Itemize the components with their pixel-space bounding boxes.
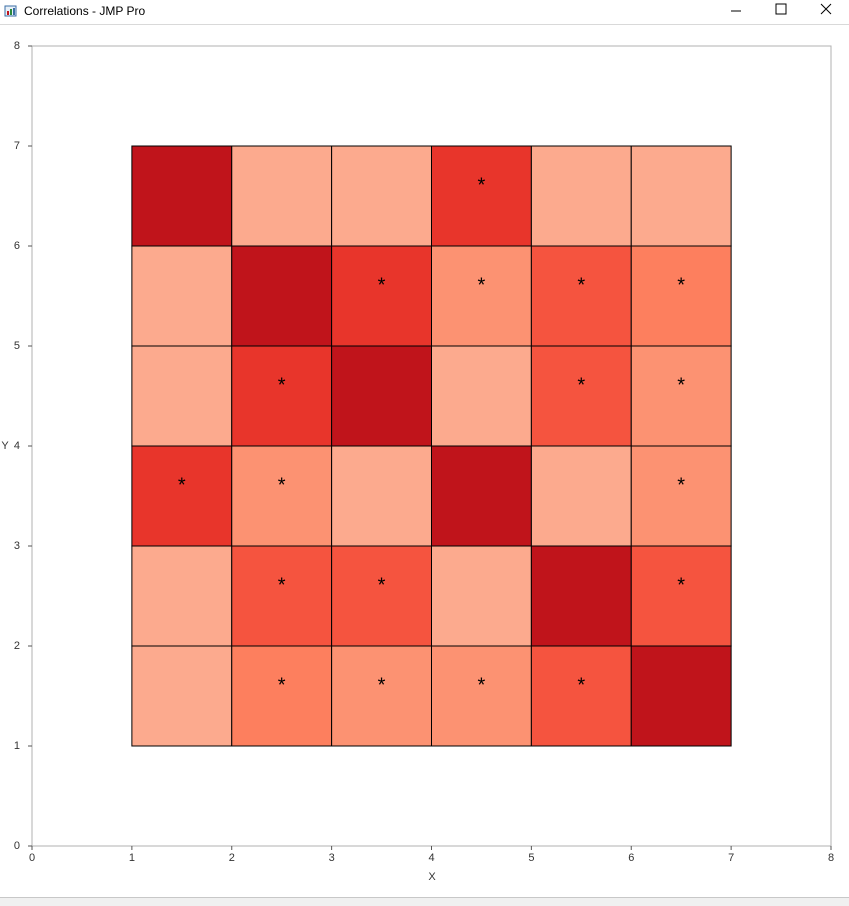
heatmap-cell (331, 145, 432, 247)
heatmap-cell (530, 445, 632, 547)
heatmap-cell (231, 345, 333, 447)
heatmap-cell (431, 645, 532, 747)
status-bar (0, 897, 849, 906)
heatmap-cell (630, 545, 732, 647)
significance-star: * (378, 674, 386, 696)
y-tick-label: 2 (14, 640, 20, 652)
heatmap-cell (530, 245, 632, 347)
window-title: Correlations - JMP Pro (24, 4, 146, 18)
x-tick-label: 2 (229, 852, 235, 864)
significance-star: * (577, 374, 585, 396)
chart: X Y 0 1 2 3 4 5 6 7 8 0 1 2 3 4 5 6 7 8 * * * * * * * * * * * * * * * * * * (1, 40, 834, 883)
heatmap-cell (331, 345, 432, 447)
x-tick-label: 4 (428, 852, 434, 864)
heatmap-cell (331, 545, 432, 647)
heatmap-cell (231, 245, 333, 347)
heatmap-cell (431, 345, 532, 447)
app-icon (4, 5, 17, 17)
heatmap-cell (131, 545, 233, 647)
heatmap-cell (131, 245, 233, 347)
title-bar: Correlations - JMP Pro (0, 0, 849, 25)
x-axis-label: X (428, 871, 436, 883)
heatmap-cell (530, 145, 632, 247)
significance-star: * (378, 574, 386, 596)
heatmap-cell (630, 645, 732, 747)
heatmap-cell (331, 645, 432, 747)
heatmap-cell (530, 545, 632, 647)
significance-star: * (278, 374, 286, 396)
significance-star: * (178, 474, 186, 496)
y-tick-label: 3 (14, 540, 20, 552)
heatmap-cell (431, 545, 532, 647)
y-tick-label: 7 (14, 140, 20, 152)
heatmap-cell (431, 145, 532, 247)
heatmap-cell (431, 445, 532, 547)
y-tick-label: 4 (14, 440, 20, 452)
x-tick-label: 8 (828, 852, 834, 864)
heatmap-cell (630, 445, 732, 547)
heatmap-cell (231, 145, 333, 247)
x-tick-label: 5 (528, 852, 534, 864)
significance-star: * (677, 274, 685, 296)
significance-star: * (577, 674, 585, 696)
heatmap-cell (131, 645, 233, 747)
y-tick-label: 1 (14, 740, 20, 752)
x-tick-label: 0 (29, 852, 35, 864)
x-tick-label: 6 (628, 852, 634, 864)
significance-star: * (378, 274, 386, 296)
heatmap-cell (630, 145, 732, 247)
significance-star: * (677, 374, 685, 396)
significance-star: * (478, 674, 486, 696)
y-tick-label: 0 (14, 840, 20, 852)
significance-star: * (677, 474, 685, 496)
y-tick-label: 8 (14, 40, 20, 52)
y-tick-label: 5 (14, 340, 20, 352)
heatmap-cell (530, 345, 632, 447)
heatmap-cell (630, 245, 732, 347)
heatmap-cell (630, 345, 732, 447)
heatmap-cell (231, 645, 333, 747)
y-axis-label: Y (1, 440, 9, 452)
heatmap-cell (131, 145, 233, 247)
heatmap-cell (530, 645, 632, 747)
y-tick-label: 6 (14, 240, 20, 252)
close-button[interactable] (803, 0, 849, 22)
significance-star: * (278, 674, 286, 696)
significance-star: * (278, 574, 286, 596)
significance-star: * (278, 474, 286, 496)
significance-star: * (478, 174, 486, 196)
x-tick-label: 7 (728, 852, 734, 864)
minimize-button[interactable] (713, 0, 759, 22)
maximize-button[interactable] (758, 0, 804, 22)
heatmap-cell (131, 445, 233, 547)
significance-star: * (677, 574, 685, 596)
x-tick-label: 1 (129, 852, 135, 864)
heatmap-cell (331, 445, 432, 547)
significance-star: * (478, 274, 486, 296)
x-tick-label: 3 (329, 852, 335, 864)
heatmap-cell (131, 345, 233, 447)
significance-star: * (577, 274, 585, 296)
